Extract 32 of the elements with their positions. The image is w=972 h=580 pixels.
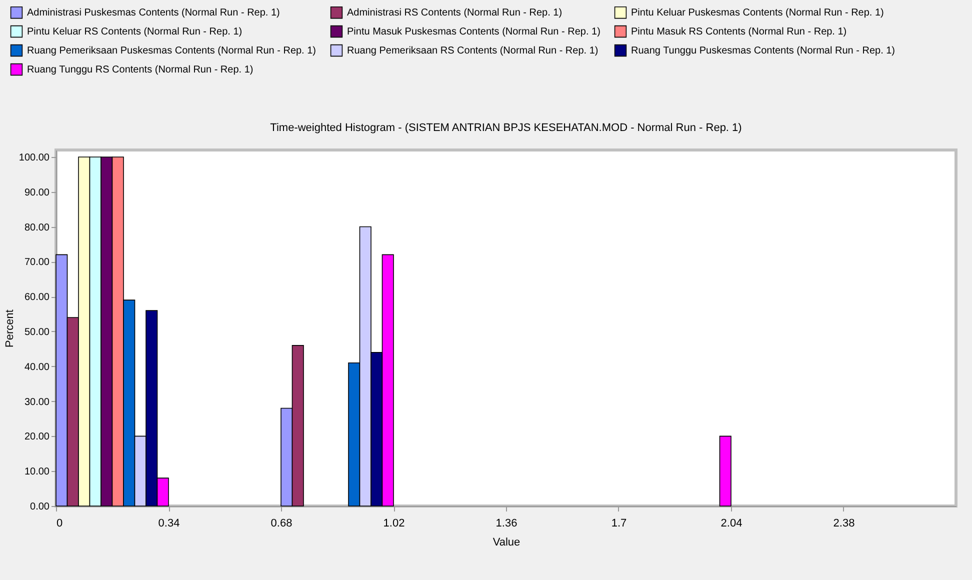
legend-label: Ruang Pemeriksaan Puskesmas Contents (Normal Run - Rep. 1) [27, 46, 316, 56]
y-tick-label: 100.00 [18, 152, 50, 164]
y-tick-label: 90.00 [24, 187, 50, 198]
y-tick-label: 60.00 [24, 292, 50, 304]
legend-label: Pintu Masuk Puskesmas Contents (Normal Run - Rep. 1) [347, 26, 600, 38]
y-tick-label: 70.00 [24, 257, 50, 268]
x-axis-title: Value [492, 536, 520, 548]
legend-label: Pintu Keluar Puskesmas Contents (Normal Run - Rep. 1) [631, 8, 884, 19]
x-tick-label: 1.7 [611, 518, 627, 530]
x-tick-label: 0 [56, 518, 63, 530]
legend-label: Ruang Tunggu RS Contents (Normal Run - Rep. 1) [27, 64, 254, 76]
legend-label: Pintu Keluar RS Contents (Normal Run - Rep. 1) [27, 26, 242, 38]
x-tick-label: 0.34 [158, 518, 180, 530]
chart-title: Time-weighted Histogram - (SISTEM ANTRIAN BPJS KESEHATAN.MOD - Normal Run - Rep. 1) [270, 122, 742, 134]
y-tick-label: 80.00 [24, 222, 50, 234]
y-tick-label: 0.00 [30, 502, 50, 512]
x-tick-label: 1.36 [496, 518, 518, 530]
y-tick-label: 30.00 [24, 396, 50, 408]
x-tick-label: 2.38 [833, 518, 855, 530]
legend-label: Administrasi Puskesmas Contents (Normal Run - Rep. 1) [27, 8, 280, 19]
y-tick-label: 50.00 [24, 326, 50, 338]
legend-label: Ruang Tunggu Puskesmas Contents (Normal Run - Rep. 1) [631, 46, 896, 56]
legend-label: Administrasi RS Contents (Normal Run - Rep. 1) [347, 8, 562, 19]
y-axis-title: Percent [4, 310, 16, 348]
x-tick-label: 1.02 [383, 518, 405, 530]
y-tick-label: 10.00 [24, 466, 50, 478]
legend-label: Pintu Masuk RS Contents (Normal Run - Rep. 1) [631, 26, 847, 38]
x-tick-label: 2.04 [720, 518, 742, 530]
y-tick-label: 20.00 [24, 432, 50, 443]
x-tick-label: 0.68 [270, 518, 292, 530]
legend-label: Ruang Pemeriksaan RS Contents (Normal Run - Rep. 1) [347, 46, 598, 56]
y-tick-label: 40.00 [24, 362, 50, 373]
